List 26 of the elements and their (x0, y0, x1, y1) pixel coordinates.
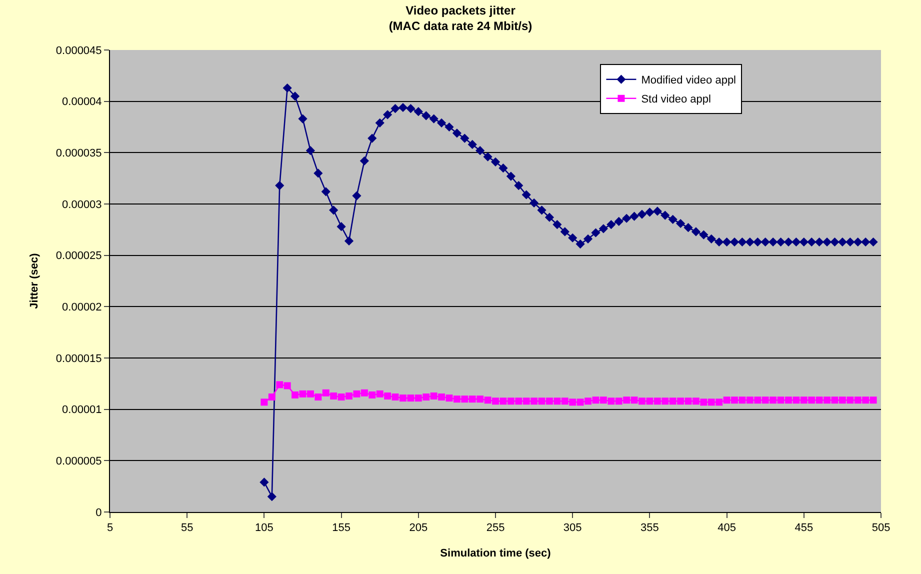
y-tick-label: 0.000035 (56, 148, 102, 160)
x-tick-label: 405 (718, 522, 736, 534)
x-tick-label: 5 (106, 522, 114, 534)
x-tick-label: 105 (255, 522, 274, 534)
x-tick-label: 355 (640, 522, 659, 534)
y-axis-title: Jitter (sec) (28, 252, 41, 309)
x-tick-label: 305 (563, 522, 582, 534)
y-tick-label: 0 (96, 506, 102, 519)
x-tick-label: 255 (486, 522, 505, 534)
y-tick-label: 0.000015 (56, 352, 102, 365)
y-tick-label: 0.000045 (56, 44, 102, 57)
y-tick-label: 0.00001 (62, 404, 102, 416)
x-tick-label: 55 (180, 522, 194, 534)
x-tick-label: 505 (872, 522, 890, 534)
y-tick-label: 0.000005 (56, 456, 102, 468)
y-tick-label: 0.00004 (62, 96, 102, 108)
y-tick-label: 0.00002 (62, 302, 102, 314)
y-tick-label: 0.000025 (56, 250, 102, 262)
x-axis-title: Simulation time (sec) (440, 547, 552, 560)
y-tick-label: 0.00003 (62, 198, 102, 211)
x-tick-label: 155 (332, 522, 350, 534)
legend-label: Modified video appl (641, 74, 736, 87)
chart-title: Video packets jitter (MAC data rate 24 Mbit/s) (388, 3, 532, 33)
legend-label: Std video appl (641, 94, 711, 106)
x-tick-label: 205 (409, 522, 428, 534)
x-tick-label: 455 (794, 522, 814, 534)
